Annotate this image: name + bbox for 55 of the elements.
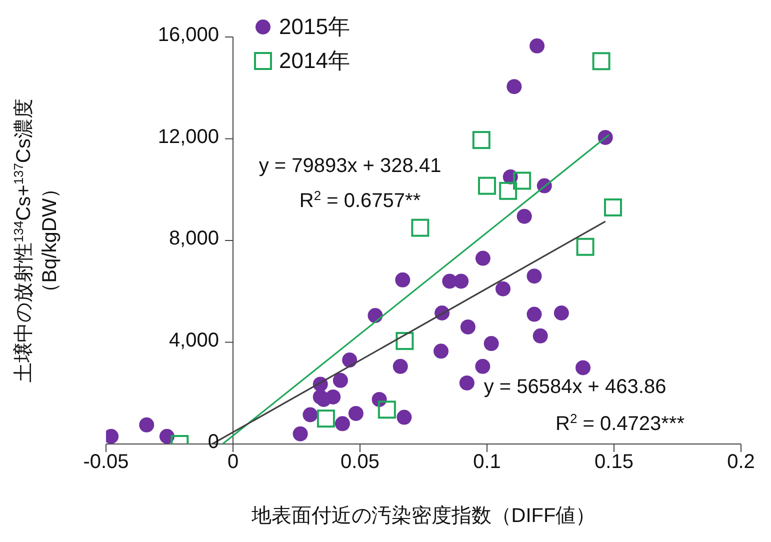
point [499,182,518,200]
x-tick-label: -0.05 [83,451,129,474]
point [316,410,335,428]
point [526,306,542,322]
x-tick-label: 0.1 [473,451,501,474]
point [454,274,469,289]
point [475,358,490,374]
annotation: y = 56584x + 463.86 [484,376,666,398]
annotation: R$^{2}$ = 0.4723*** [555,410,685,435]
point [342,352,358,368]
y-tick-label: 8,000 [168,228,219,250]
point [604,198,622,216]
point [530,38,545,54]
point [475,250,490,266]
x-tick-label: 0.2 [727,451,755,474]
point [334,416,350,432]
point [576,238,594,256]
x-axis-title: 地表面付近の汚染密度指数（DIFF値） [250,505,596,527]
legend-label: 2014年 [279,47,350,75]
x-tick-label: 0.15 [594,451,634,474]
point [496,281,510,296]
point [434,344,449,359]
y-tick-label: 16,000 [158,24,219,46]
point [472,131,490,150]
point [396,410,412,425]
point [554,305,569,320]
point [526,268,542,284]
annotation: R$^{2}$ = 0.6757** [299,188,421,212]
point [592,52,610,70]
point [411,218,430,237]
y-tick-label: 12,000 [158,126,219,148]
point [513,172,532,190]
x-tick-label: 0 [227,451,239,474]
point [459,375,474,390]
annotation: y = 79893x + 328.41 [258,155,442,177]
point [392,358,408,374]
point [395,272,410,288]
point [292,426,308,442]
point [332,372,348,388]
point [348,406,364,421]
legend-label: 2015年 [279,13,350,41]
point [302,407,318,422]
point [576,360,591,376]
point [326,389,341,404]
point [516,208,532,224]
point [378,400,396,419]
point [396,332,414,350]
y-tick-label: 4,000 [168,329,219,352]
point [506,79,522,94]
point [484,336,499,352]
point [460,319,476,334]
point [532,328,548,344]
x-tick-label: 0.05 [340,451,380,474]
point [139,417,154,432]
point [478,176,496,195]
